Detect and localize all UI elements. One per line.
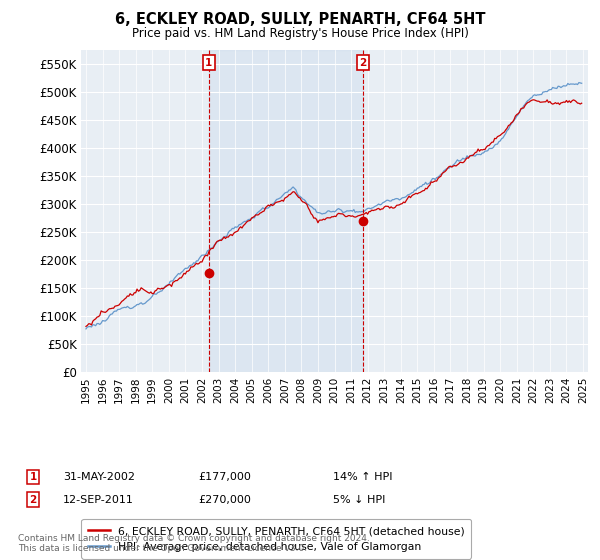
Text: 2: 2 — [359, 58, 367, 68]
Legend: 6, ECKLEY ROAD, SULLY, PENARTH, CF64 5HT (detached house), HPI: Average price, d: 6, ECKLEY ROAD, SULLY, PENARTH, CF64 5HT… — [82, 519, 472, 558]
Text: 14% ↑ HPI: 14% ↑ HPI — [333, 472, 392, 482]
Text: Price paid vs. HM Land Registry's House Price Index (HPI): Price paid vs. HM Land Registry's House … — [131, 27, 469, 40]
Text: Contains HM Land Registry data © Crown copyright and database right 2024.
This d: Contains HM Land Registry data © Crown c… — [18, 534, 370, 553]
Text: £177,000: £177,000 — [198, 472, 251, 482]
Text: 12-SEP-2011: 12-SEP-2011 — [63, 494, 134, 505]
Text: 6, ECKLEY ROAD, SULLY, PENARTH, CF64 5HT: 6, ECKLEY ROAD, SULLY, PENARTH, CF64 5HT — [115, 12, 485, 27]
Text: £270,000: £270,000 — [198, 494, 251, 505]
Text: 2: 2 — [29, 494, 37, 505]
Text: 5% ↓ HPI: 5% ↓ HPI — [333, 494, 385, 505]
Bar — [209, 50, 363, 372]
Text: 1: 1 — [29, 472, 37, 482]
Text: 31-MAY-2002: 31-MAY-2002 — [63, 472, 135, 482]
Text: 1: 1 — [205, 58, 212, 68]
